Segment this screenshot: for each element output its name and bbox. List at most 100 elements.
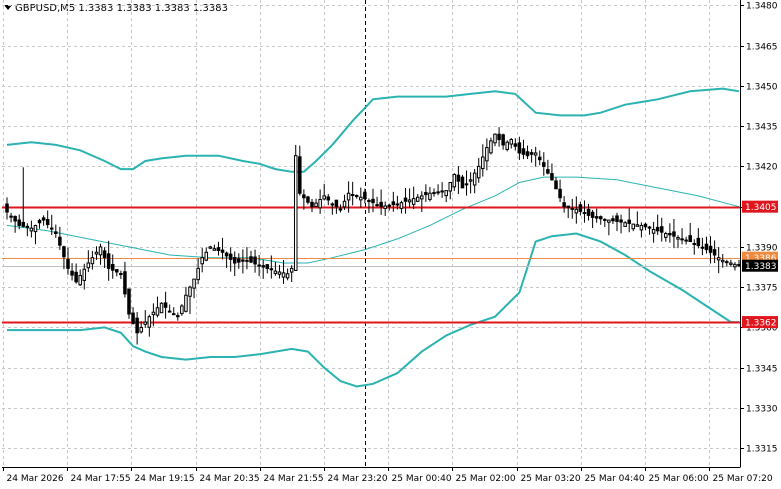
candle-body-bear — [176, 315, 180, 318]
candle — [594, 208, 599, 223]
candle-body-bear — [627, 219, 631, 224]
candle — [200, 248, 204, 273]
candle — [326, 193, 331, 206]
candle — [586, 203, 591, 221]
candle-body-bear — [497, 133, 501, 141]
candle — [180, 304, 184, 316]
candle — [163, 291, 168, 319]
candle-body-bear — [594, 216, 599, 219]
candle-body-bull — [420, 195, 424, 200]
candle — [688, 222, 692, 243]
candle-body-bull — [273, 270, 278, 274]
x-tick-label: 25 Mar 07:20 — [713, 474, 773, 484]
candle-body-bear — [37, 219, 42, 224]
candle-body-bear — [611, 218, 615, 222]
candle — [546, 159, 550, 175]
candle-body-bull — [680, 238, 684, 241]
candle-body-bear — [542, 162, 546, 167]
candle — [350, 181, 355, 206]
candle — [566, 205, 570, 219]
candle-body-bear — [9, 215, 13, 218]
candle-body-bear — [54, 231, 58, 234]
candle — [639, 222, 644, 238]
candle — [237, 253, 241, 269]
candle-body-bull — [342, 200, 347, 208]
candle — [41, 215, 46, 226]
candle-body-bear — [45, 219, 50, 226]
candle-body-bear — [403, 197, 408, 202]
dropdown-triangle-icon[interactable] — [4, 5, 12, 10]
candle-body-bear — [135, 317, 139, 334]
candle-body-bear — [598, 216, 603, 220]
candle-body-bull — [86, 262, 91, 269]
candle — [704, 236, 709, 254]
bb-lower-line — [7, 232, 739, 388]
candle-body-bear — [672, 231, 676, 237]
candle-body-bear — [615, 215, 619, 222]
candle — [509, 138, 514, 149]
candle — [131, 307, 135, 325]
x-tick-label: 25 Mar 04:40 — [585, 474, 645, 484]
candle-body-bear — [387, 204, 392, 207]
candle-body-bull — [155, 307, 160, 316]
candle-body-bear — [712, 249, 717, 256]
candle-body-bull — [448, 182, 453, 192]
candle-body-bear — [525, 151, 530, 157]
candle — [277, 264, 282, 279]
candle-body-bull — [631, 223, 636, 230]
candle-body-bear — [354, 195, 359, 198]
candle — [21, 167, 26, 228]
candle-body-bull — [289, 267, 294, 273]
candle — [74, 263, 78, 284]
candle-body-bear — [302, 194, 306, 199]
candle — [643, 222, 648, 231]
candle — [460, 174, 465, 189]
candle — [98, 243, 103, 265]
candle — [342, 194, 347, 210]
candle-body-bull — [509, 139, 514, 145]
candle — [664, 231, 668, 242]
candle — [712, 240, 717, 263]
candle — [285, 268, 290, 281]
candle — [232, 251, 237, 277]
candle — [537, 150, 542, 166]
candle — [147, 314, 152, 337]
candle — [611, 215, 615, 224]
candle-body-bear — [228, 253, 233, 260]
candle — [603, 218, 607, 227]
candle — [472, 168, 477, 194]
candle — [436, 184, 440, 196]
price-level-tag-bg — [742, 251, 778, 264]
candle-body-bear — [619, 219, 623, 223]
candle-body-bear — [49, 227, 54, 230]
candle — [45, 210, 50, 229]
candle — [224, 251, 229, 268]
x-tick-label: 24 Mar 19:15 — [135, 474, 195, 484]
candle-body-bear — [367, 200, 371, 203]
current-price-tag-bg — [742, 259, 778, 272]
candle — [387, 203, 392, 211]
candle — [395, 195, 400, 210]
candle — [322, 183, 326, 201]
candle — [533, 146, 538, 167]
candle-body-bull — [603, 218, 607, 221]
y-tick-label: 1.3360 — [746, 324, 778, 334]
candle — [78, 269, 82, 286]
candle — [407, 188, 412, 208]
candle — [106, 240, 111, 281]
candle — [501, 133, 505, 150]
candle-body-bull — [729, 262, 733, 265]
candle-body-bear — [70, 270, 74, 276]
candle — [554, 177, 558, 190]
candle — [289, 265, 294, 282]
candle-body-bull — [720, 259, 725, 263]
candle — [659, 217, 664, 242]
ohlc-open: 1.3383 — [78, 3, 114, 14]
candle — [208, 245, 213, 250]
candle-body-bear — [167, 310, 172, 313]
candle-body-bear — [696, 237, 701, 247]
candle-body-bull — [318, 199, 322, 209]
candle — [444, 190, 448, 203]
candle-body-bear — [66, 259, 70, 269]
